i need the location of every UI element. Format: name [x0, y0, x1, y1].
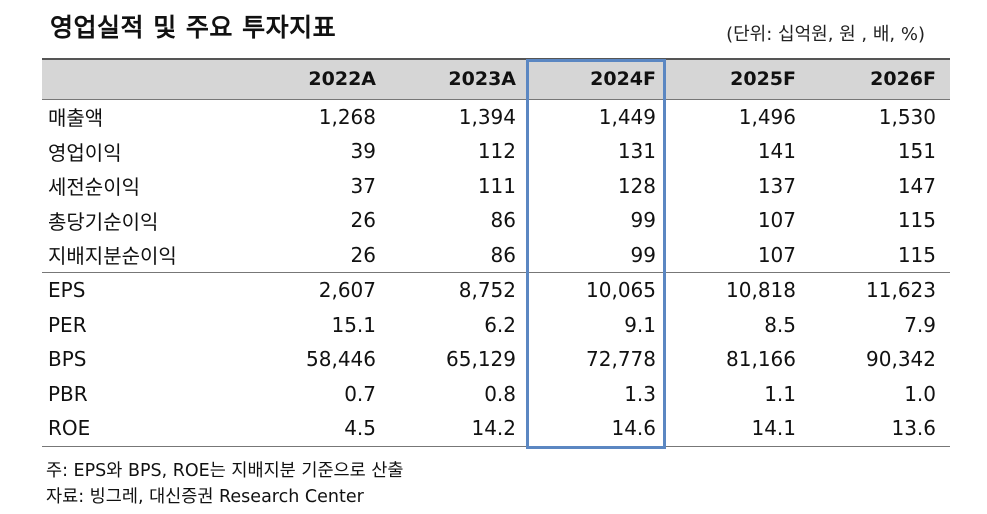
table-cell: 0.8: [484, 381, 516, 406]
table-cell: 115: [897, 208, 936, 233]
row-label: 영업이익: [48, 140, 122, 165]
table-cell: 1,530: [878, 104, 936, 129]
table-cell: 128: [617, 173, 656, 198]
table-cell: 1,496: [738, 104, 796, 129]
table-cell: 72,778: [586, 347, 656, 372]
financial-table: 2022A 2023A 2024F 2025F 2026F 매출액 1,268 …: [42, 58, 950, 447]
table-cell: 13.6: [810, 411, 950, 447]
row-label: EPS: [42, 272, 250, 308]
table-header-row: 2022A 2023A 2024F 2025F 2026F: [42, 58, 950, 100]
table-cell: 7.9: [904, 312, 936, 337]
table-row: 지배지분순이익 26 86 99 107 115: [42, 238, 950, 273]
table-cell: 2,607: [250, 272, 390, 308]
table-cell: 99: [630, 208, 656, 233]
table-cell: 1.0: [904, 381, 936, 406]
table-cell: 37: [350, 173, 376, 198]
footnote-source: 자료: 빙그레, 대신증권 Research Center: [46, 487, 364, 507]
table-cell: 1.3: [624, 381, 656, 406]
header-cell: 2023A: [390, 58, 530, 100]
footnote-note: 주: EPS와 BPS, ROE는 지배지분 기준으로 산출: [46, 461, 404, 481]
table-cell: 99: [630, 242, 656, 267]
table-cell: 112: [477, 139, 516, 164]
header-cell: 2022A: [250, 58, 390, 100]
row-label: BPS: [48, 347, 87, 372]
table-row: 세전순이익 37 111 128 137 147: [42, 169, 950, 204]
table-cell: 26: [350, 242, 376, 267]
table-cell: 14.2: [390, 411, 530, 447]
table-cell: 111: [477, 173, 516, 198]
table-row: ROE 4.5 14.2 14.6 14.1 13.6: [42, 411, 950, 447]
table-cell: 4.5: [250, 411, 390, 447]
table-cell: 115: [897, 242, 936, 267]
table-row: EPS 2,607 8,752 10,065 10,818 11,623: [42, 272, 950, 308]
table-cell: 86: [490, 242, 516, 267]
table-row: 총당기순이익 26 86 99 107 115: [42, 203, 950, 238]
unit-label: (단위: 십억원, 원 , 배, %): [726, 24, 925, 45]
table-cell: 14.6: [530, 411, 670, 447]
table-row: 매출액 1,268 1,394 1,449 1,496 1,530: [42, 99, 950, 134]
table-cell: 151: [897, 139, 936, 164]
footnotes: 주: EPS와 BPS, ROE는 지배지분 기준으로 산출 자료: 빙그레, …: [46, 458, 404, 510]
table-cell: 8,752: [390, 272, 530, 308]
row-label: 총당기순이익: [48, 209, 159, 234]
row-label: 매출액: [48, 106, 104, 131]
table-row: PER 15.1 6.2 9.1 8.5 7.9: [42, 308, 950, 343]
table-cell: 10,065: [530, 272, 670, 308]
table-cell: 147: [897, 173, 936, 198]
table-cell: 86: [490, 208, 516, 233]
table-cell: 90,342: [866, 347, 936, 372]
header-cell: 2024F: [530, 58, 670, 100]
table-cell: 107: [757, 208, 796, 233]
table-cell: 141: [757, 139, 796, 164]
table-cell: 107: [757, 242, 796, 267]
table-cell: 58,446: [306, 347, 376, 372]
table-cell: 1.1: [764, 381, 796, 406]
table-row: 영업이익 39 112 131 141 151: [42, 134, 950, 169]
table-cell: 1,268: [318, 104, 376, 129]
table-cell: 15.1: [331, 312, 376, 337]
table-cell: 14.1: [670, 411, 810, 447]
row-label: ROE: [42, 411, 250, 447]
table-cell: 9.1: [624, 312, 656, 337]
table-row: BPS 58,446 65,129 72,778 81,166 90,342: [42, 342, 950, 377]
table-cell: 137: [757, 173, 796, 198]
table-cell: 0.7: [344, 381, 376, 406]
header-cell: 2026F: [810, 58, 950, 100]
table-cell: 6.2: [484, 312, 516, 337]
table-cell: 39: [350, 139, 376, 164]
row-label: 세전순이익: [48, 175, 140, 200]
page-title: 영업실적 및 주요 투자지표: [50, 13, 337, 42]
table-cell: 1,394: [458, 104, 516, 129]
table-cell: 10,818: [670, 272, 810, 308]
header-cell: 2025F: [670, 58, 810, 100]
header-cell: [42, 58, 250, 100]
table-row: PBR 0.7 0.8 1.3 1.1 1.0: [42, 377, 950, 412]
table-cell: 65,129: [446, 347, 516, 372]
row-label: 지배지분순이익: [48, 244, 177, 269]
row-label: PER: [48, 312, 87, 337]
table-cell: 131: [617, 139, 656, 164]
table-cell: 26: [350, 208, 376, 233]
table-cell: 11,623: [810, 272, 950, 308]
table-cell: 81,166: [726, 347, 796, 372]
table-cell: 1,449: [598, 104, 656, 129]
row-label: PBR: [48, 381, 88, 406]
table-cell: 8.5: [764, 312, 796, 337]
